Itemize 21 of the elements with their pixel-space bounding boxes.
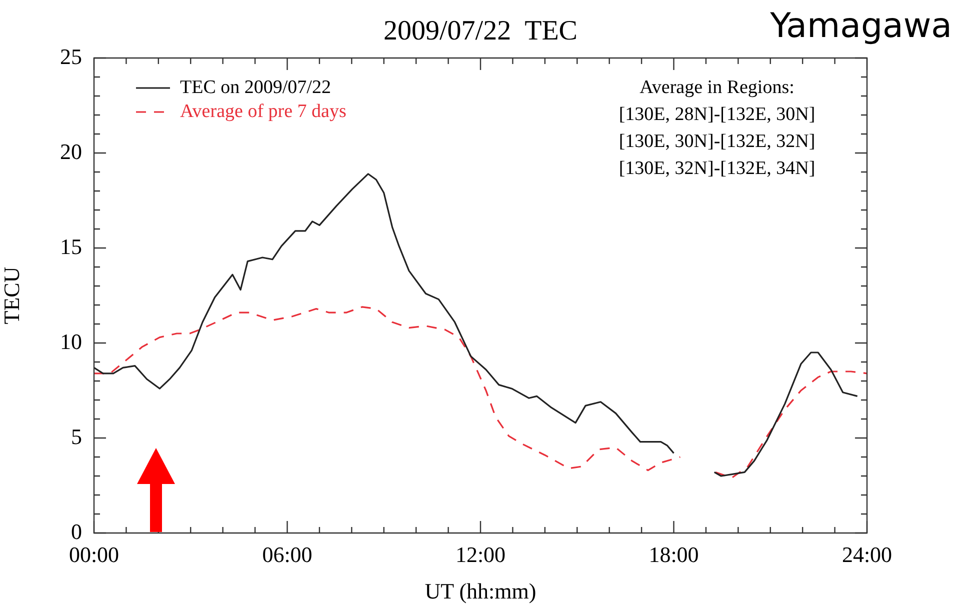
- x-axis-title: UT (hh:mm): [424, 578, 536, 604]
- annotation: [130E, 30N]-[132E, 32N]: [618, 130, 816, 152]
- x-tick-label: 24:00: [842, 542, 892, 567]
- x-tick-label: 00:00: [68, 542, 120, 567]
- y-tick-label: 20: [60, 138, 82, 164]
- x-tick-label: 18:00: [648, 542, 699, 567]
- x-tick-label: 06:00: [262, 542, 312, 567]
- y-tick-label: 15: [60, 234, 82, 259]
- x-tick-label: 12:00: [455, 542, 506, 567]
- annotation: Average in Regions:: [640, 76, 794, 98]
- y-axis-title: TECU: [0, 266, 24, 324]
- y-tick-label: 0: [71, 518, 82, 544]
- legend-label: TEC on 2009/07/22: [180, 76, 331, 98]
- y-tick-label: 5: [71, 424, 82, 449]
- annotation: [130E, 32N]-[132E, 34N]: [618, 158, 816, 179]
- y-tick-label: 25: [60, 44, 82, 69]
- legend-label: Average of pre 7 days: [180, 100, 346, 122]
- chart-title: 2009/07/22 TEC: [384, 15, 578, 46]
- y-tick-label: 10: [60, 328, 82, 354]
- annotation: [130E, 28N]-[132E, 30N]: [618, 104, 816, 125]
- chart-subtitle: Yamagawa: [770, 6, 952, 46]
